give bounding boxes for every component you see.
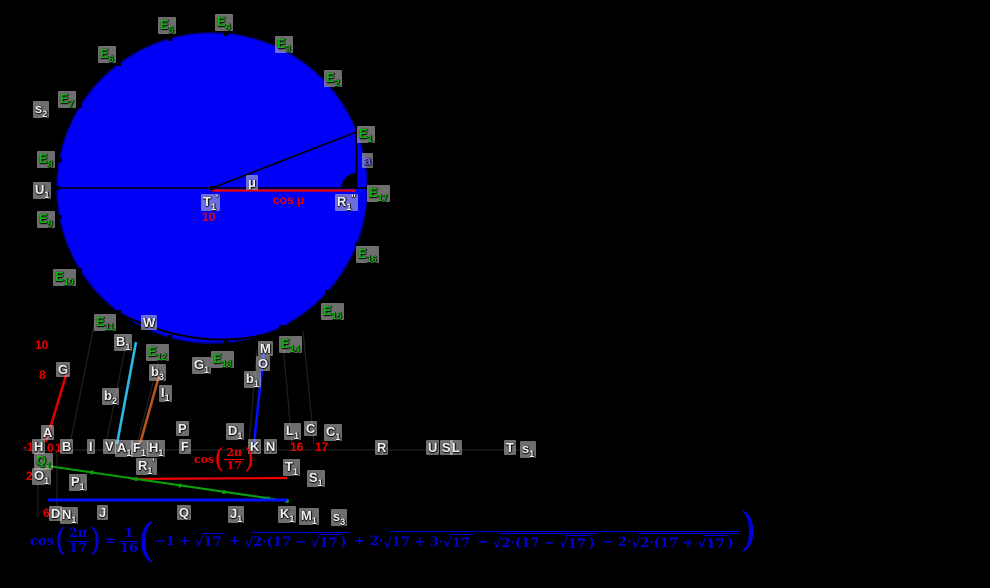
cos-formula: cos(2π 17) = 1 16(−1 + √ 17 + √ 2·(17 − √ 17) +… [30, 502, 757, 568]
label-D: D [49, 506, 63, 521]
label-E14: E14 [279, 336, 302, 354]
label-B1: B1 [114, 334, 133, 352]
label-Q: Q [177, 505, 192, 520]
label-K: K [248, 439, 262, 454]
label-num-2: 2 [26, 469, 33, 483]
label-N: N [264, 439, 278, 454]
label-T1p: T1' [201, 193, 221, 212]
label-J: J [97, 505, 109, 520]
label-F: F [179, 439, 191, 454]
label-s3: s3 [331, 509, 348, 527]
label-H1: H1 [147, 440, 166, 458]
label-G1: G1 [192, 357, 212, 375]
label-D1: D1 [226, 423, 245, 441]
label-U1: U1 [33, 182, 52, 200]
label-R: R [375, 440, 389, 455]
label-E2: E2 [324, 70, 342, 88]
label-E10: E10 [53, 269, 76, 287]
label-C: C [304, 421, 318, 436]
label-E4: E4 [215, 14, 233, 32]
red-expr-fn: cos [194, 452, 215, 466]
label-T: T [504, 440, 516, 455]
label-num-1: 1 [55, 441, 62, 455]
label-G: G [56, 362, 71, 377]
label-O1: O1 [32, 468, 52, 486]
label-N1: N1 [60, 507, 79, 525]
label-K1: K1 [278, 506, 297, 524]
label-E11: E11 [94, 314, 117, 332]
label-b3: b3 [149, 364, 166, 382]
label-E13: E13 [211, 351, 234, 369]
label-num-10-left: 10 [35, 338, 49, 352]
orange-segment-b3 [138, 375, 161, 445]
label-E6: E6 [98, 46, 116, 64]
label-P: P [176, 421, 189, 436]
faint-construction-lines [22, 320, 534, 518]
green-sloped-segment [47, 465, 288, 502]
label-E16: E16 [356, 246, 379, 264]
label-T1: T1 [283, 459, 300, 477]
label-b1: b1 [244, 371, 261, 389]
label-L: L [450, 440, 462, 455]
label-E9: E9 [37, 211, 55, 229]
red-length-cos-segment [130, 476, 288, 481]
label-b2: b2 [102, 388, 119, 406]
label-mu: μ [246, 175, 258, 190]
label-E3: E3 [275, 36, 293, 54]
label-E7: E7 [58, 91, 76, 109]
radius-t1-e1 [211, 131, 357, 189]
label-R1pp: R1'' [335, 193, 358, 212]
label-num-minus1: -1 [23, 440, 34, 454]
label-P1: P1 [69, 474, 87, 492]
label-L1: L1 [284, 423, 301, 441]
label-I: I [87, 439, 95, 454]
label-E12: E12 [146, 344, 169, 362]
label-O: O [256, 356, 271, 371]
label-A: A [41, 425, 55, 440]
label-s1: s1 [520, 441, 537, 459]
label-a: a [362, 153, 374, 168]
label-cos-mu: cos μ [273, 193, 305, 207]
right-angle-marker [341, 173, 357, 188]
label-F1: F1 [131, 440, 148, 458]
label-Q1: Q1 [34, 453, 54, 471]
label-s2: s2 [33, 101, 50, 119]
label-C1: C1 [324, 424, 343, 442]
label-num-16: 16 [290, 440, 304, 454]
label-A1: A1 [115, 440, 134, 458]
label-W: W [141, 315, 158, 330]
label-E8: E8 [37, 151, 55, 169]
label-S1: S1 [307, 470, 325, 488]
label-M: M [258, 341, 273, 356]
label-num-10-center: 10 [202, 210, 216, 224]
label-I1: I1 [159, 385, 172, 403]
label-U: U [426, 440, 440, 455]
label-num-6: 6 [43, 506, 50, 520]
construction-arc [86, 294, 298, 341]
label-S: S [440, 440, 453, 455]
label-E1: E1 [357, 126, 375, 144]
cyan-segment-b1 [115, 341, 138, 445]
cos-2pi-17-red-label: cos(2π 17) [194, 443, 255, 475]
label-num-17: 17 [315, 440, 329, 454]
label-B: B [60, 439, 74, 454]
label-M1: M1 [299, 508, 319, 526]
label-R1p: R1' [136, 457, 157, 476]
label-num-0: 0 [47, 441, 54, 455]
label-J1: J1 [228, 506, 245, 524]
label-E5: E5 [158, 17, 176, 35]
label-E17: E17 [367, 185, 390, 203]
label-E15: E15 [321, 303, 344, 321]
label-num-8: 8 [39, 368, 46, 382]
label-V: V [103, 439, 116, 454]
label-H: H [32, 439, 46, 454]
